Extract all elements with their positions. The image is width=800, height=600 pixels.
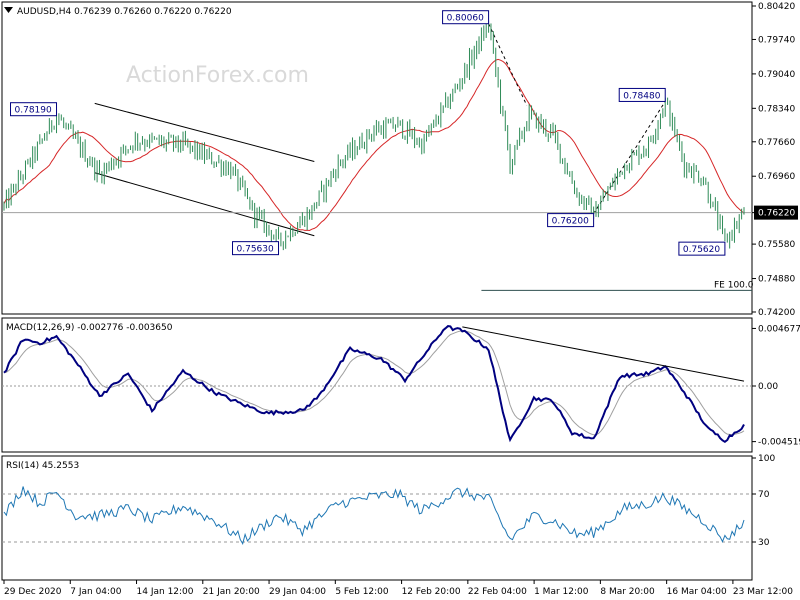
current-price-box — [754, 205, 798, 220]
annotation-box-0 — [10, 102, 58, 117]
rsi-y-tick-label: 100 — [758, 454, 775, 464]
annotation-box-3 — [547, 213, 595, 228]
rsi-line — [3, 486, 745, 545]
x-tick-label: 7 Jan 04:00 — [70, 587, 122, 597]
rsi-y-tick-label: 70 — [758, 490, 770, 500]
annotation-label-4: 0.78480 — [623, 91, 660, 101]
macd-panel-frame — [1, 317, 753, 453]
rsi-y-tick-label: 30 — [758, 538, 770, 548]
watermark: ActionForex.com — [126, 63, 309, 88]
macd-title: MACD(12,26,9) -0.002776 -0.003650 — [6, 323, 173, 333]
x-tick-label: 12 Feb 20:00 — [402, 587, 461, 597]
macd-lines — [2, 325, 752, 444]
annotation-box-4 — [618, 87, 666, 102]
macd-trendline — [462, 326, 745, 382]
x-tick-label: 5 Feb 12:00 — [335, 587, 389, 597]
moving-average-line — [3, 58, 745, 232]
x-tick-label: 29 Jan 04:00 — [269, 587, 326, 597]
annotation-label-2: 0.80060 — [447, 14, 484, 24]
x-tick-label: 21 Jan 20:00 — [203, 587, 260, 597]
annotation-box-5 — [678, 241, 726, 256]
macd-y-tick-label: -0.004519 — [758, 438, 800, 448]
annotation-box-2 — [442, 10, 490, 25]
macd-signal-line — [3, 330, 745, 436]
price-y-axis: 0.80420 0.79740 0.79040 0.78340 0.77660 0.769… — [752, 2, 798, 318]
rsi-panel-frame — [1, 455, 753, 581]
rsi-title: RSI(14) 45.2553 — [6, 461, 79, 471]
price-y-tick-label: 0.75580 — [758, 240, 795, 250]
annotation-box-1 — [232, 241, 280, 256]
channel-lower-line — [94, 172, 315, 237]
channel-upper-line — [94, 102, 315, 162]
x-tick-label: 1 Mar 12:00 — [534, 587, 589, 597]
x-tick-label: 14 Jan 12:00 — [137, 587, 194, 597]
price-title: AUDUSD,H4 0.76239 0.76260 0.76220 0.7622… — [17, 7, 232, 17]
annotation-label-5: 0.75620 — [683, 245, 720, 255]
price-candles — [3, 20, 745, 251]
x-tick-label: 23 Mar 12:00 — [733, 587, 793, 597]
x-tick-label: 16 Mar 04:00 — [667, 587, 727, 597]
price-y-tick-label: 0.80420 — [758, 2, 795, 12]
rsi-panel: 100 70 30 RSI(14) 45.2553 — [1, 454, 775, 581]
annotation-label-3: 0.76200 — [552, 217, 589, 227]
macd-y-tick-label: 0.00 — [758, 382, 778, 392]
x-tick-label: 22 Feb 04:00 — [468, 587, 527, 597]
macd-main-line — [3, 325, 745, 444]
macd-panel: 0.004677 0.00 -0.004519 MACD(12,26,9) -0.0… — [1, 317, 800, 453]
fe-label: FE 100.0 — [714, 280, 754, 290]
price-y-tick-label: 0.77660 — [758, 138, 795, 148]
rsi-y-axis: 100 70 30 — [752, 454, 775, 548]
price-y-tick-label: 0.76960 — [758, 172, 795, 182]
time-axis: 29 Dec 2020 7 Jan 04:00 14 Jan 12:00 21 Jan… — [3, 580, 793, 597]
current-price-label: 0.76220 — [758, 209, 795, 219]
price-y-tick-label: 0.74200 — [758, 308, 795, 318]
price-y-tick-label: 0.78340 — [758, 104, 795, 114]
dropdown-triangle-icon[interactable] — [4, 7, 13, 13]
x-tick-label: 8 Mar 20:00 — [600, 587, 655, 597]
price-annotations: 0.78190 0.75630 0.80060 0.76200 0.78480 0.756… — [10, 10, 726, 256]
price-y-tick-label: 0.79740 — [758, 35, 795, 45]
x-tick-label: 29 Dec 2020 — [4, 587, 62, 597]
price-panel: ActionForex.com 0.80420 0.79740 0.79040 0.7… — [1, 1, 798, 318]
macd-y-tick-label: 0.004677 — [758, 324, 800, 334]
price-y-tick-label: 0.74880 — [758, 275, 795, 285]
annotation-label-1: 0.75630 — [237, 245, 274, 255]
zigzag-dashed-line-2 — [593, 101, 666, 214]
rsi-lines — [2, 486, 752, 545]
price-y-tick-label: 0.79040 — [758, 70, 795, 80]
price-lines: FE 100.0 — [2, 23, 754, 291]
macd-y-axis: 0.004677 0.00 -0.004519 — [752, 324, 800, 448]
price-panel-frame — [1, 1, 753, 315]
annotation-label-0: 0.78190 — [15, 106, 52, 116]
